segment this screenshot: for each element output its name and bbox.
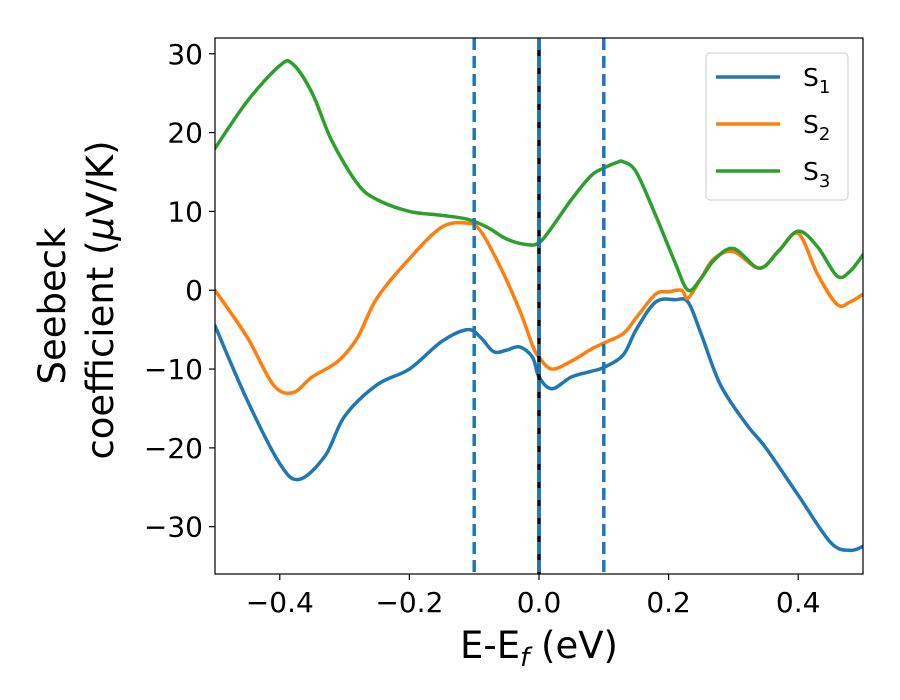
y-tick-label: −10 — [144, 353, 203, 386]
legend-label-s1: S1 — [803, 63, 830, 98]
x-tick-label: −0.4 — [246, 586, 314, 619]
x-tick-label: −0.2 — [375, 586, 443, 619]
legend-label-s3: S3 — [803, 157, 830, 192]
y-axis-title-line1: Seebeck — [31, 227, 74, 385]
series-line-s1 — [215, 297, 863, 553]
y-tick-label: 10 — [167, 195, 203, 228]
x-tick-label: 0.2 — [646, 586, 691, 619]
x-tick-label: 0.0 — [517, 586, 562, 619]
legend-label-s2: S2 — [803, 110, 830, 145]
legend-box — [705, 52, 849, 201]
x-tick-label: 0.4 — [776, 586, 821, 619]
y-axis-title-line2: coefficient (μV/K) — [79, 140, 122, 459]
reference-lines — [472, 38, 606, 574]
y-tick-label: −20 — [144, 432, 203, 465]
series-line-s3 — [215, 59, 863, 293]
axis-ticks: −0.4 −0.2 0.0 0.2 0.4 −30 −20 −10 0 10 20 30 — [144, 38, 821, 619]
series-lines — [215, 59, 863, 553]
y-tick-label: −30 — [144, 511, 203, 544]
y-tick-label: 20 — [167, 117, 203, 150]
y-tick-label: 30 — [167, 38, 203, 71]
y-tick-label: 0 — [185, 274, 203, 307]
x-axis-title: E-Ef (eV) — [460, 624, 618, 673]
legend: S1 S2 S3 — [705, 52, 849, 201]
